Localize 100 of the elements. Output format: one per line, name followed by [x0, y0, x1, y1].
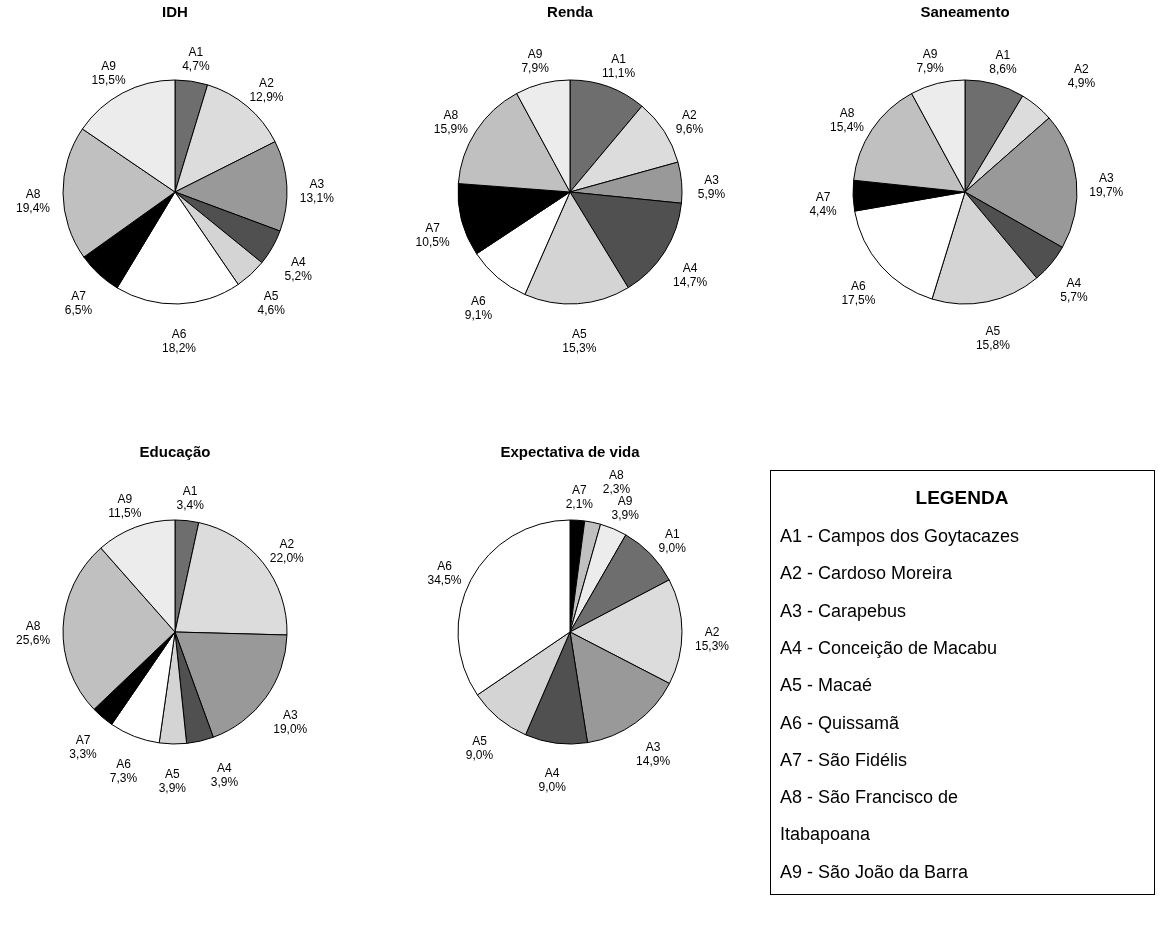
text: A6 - Quissamã	[780, 712, 901, 733]
data-label: 22,0%	[269, 551, 305, 566]
text: A7 - São Fidélis	[780, 749, 908, 770]
text: A5 - Macaé	[780, 675, 873, 696]
slice-label: A1	[664, 526, 680, 541]
data-label: 10,5%	[415, 234, 450, 249]
text: A2 - Cardoso Moreira	[780, 563, 954, 584]
slice-label: A8	[25, 186, 41, 201]
slice-label: A1	[188, 44, 204, 59]
text: A1 - Campos dos Goytacazes	[780, 526, 1020, 547]
text: A9 - São João da Barra	[780, 861, 970, 882]
slice-label: A2	[704, 624, 720, 639]
data-label: 11,5%	[108, 506, 142, 521]
data-label: 4,4%	[809, 203, 838, 218]
slice-label: A5	[472, 734, 488, 749]
text: A8 - São Francisco de	[780, 787, 959, 808]
slice-label: A1	[611, 51, 627, 66]
data-label: 2,1%	[565, 497, 594, 512]
data-label: 9,0%	[465, 748, 494, 763]
data-label: 11,1%	[601, 65, 636, 80]
slice-label: A4	[1066, 276, 1082, 291]
slice-label: A3	[282, 708, 298, 722]
slice-label: A7	[425, 220, 441, 235]
data-label: 14,7%	[673, 274, 708, 289]
slice-label: A8	[25, 618, 41, 633]
data-label: 6,5%	[64, 303, 93, 318]
data-label: 9,1%	[464, 307, 493, 322]
text: Itabapoana	[780, 824, 872, 845]
data-label: 34,5%	[427, 572, 462, 587]
chart-title: IDH	[162, 3, 188, 20]
slice-label: A3	[309, 177, 325, 192]
slice-label: A8	[443, 107, 459, 122]
data-label: 7,3%	[109, 771, 138, 786]
data-label: 15,8%	[975, 338, 1011, 353]
data-label: 17,5%	[841, 292, 876, 307]
slice-label: A6	[437, 558, 453, 573]
slice-label: A9	[117, 492, 133, 507]
slice-label: A6	[851, 278, 867, 293]
slice-label: A2	[1074, 62, 1090, 77]
data-label: 15,3%	[694, 638, 730, 653]
slice-label: A2	[682, 108, 698, 123]
slice-label: A4	[682, 260, 698, 275]
slice-label: A1	[995, 48, 1011, 63]
data-label: 8,6%	[989, 62, 1017, 77]
data-label: 13,1%	[299, 191, 335, 206]
data-label: 15,9%	[433, 121, 469, 136]
data-label: 3,9%	[210, 775, 239, 790]
data-label: 15,4%	[829, 120, 865, 135]
data-label: 3,4%	[176, 497, 205, 512]
slice-label: A5	[572, 326, 588, 341]
data-label: 12,9%	[249, 90, 284, 105]
slice-label: A7	[71, 289, 87, 304]
data-label: 4,9%	[1067, 76, 1096, 91]
data-label: 4,7%	[182, 58, 210, 73]
data-label: 5,9%	[697, 186, 726, 201]
slice-label: A3	[1098, 170, 1114, 185]
slice-label: A7	[572, 483, 588, 498]
slice-label: A8	[609, 468, 625, 483]
slice-label: A6	[471, 293, 487, 308]
data-label: 15,5%	[91, 73, 126, 88]
slice-label: A1	[182, 483, 198, 498]
slice-label: A5	[164, 766, 180, 781]
data-label: 18,2%	[161, 340, 197, 355]
data-label: 5,7%	[1060, 290, 1088, 305]
slice-label: A6	[116, 757, 132, 772]
data-label: 15,3%	[562, 340, 597, 355]
slice-label: A2	[279, 537, 295, 552]
slice-label: A3	[645, 740, 661, 755]
data-label: 3,9%	[611, 508, 640, 523]
slice-label: A8	[839, 106, 855, 121]
text: LEGENDA	[915, 487, 1009, 508]
chart-title: Saneamento	[920, 3, 1010, 20]
slice-label: A9	[101, 59, 117, 74]
data-label: 5,2%	[284, 269, 313, 284]
slice-label: A6	[171, 326, 187, 341]
slice-label: A7	[815, 189, 831, 204]
slice-label: A7	[75, 733, 91, 748]
slice-label: A3	[704, 172, 720, 187]
chart-title: Educação	[139, 443, 211, 460]
slice-label: A4	[217, 761, 233, 776]
data-label: 7,9%	[521, 61, 550, 76]
data-label: 9,0%	[658, 540, 687, 555]
chart-title: Renda	[547, 3, 594, 20]
slice-label: A4	[544, 765, 560, 780]
data-label: 3,3%	[69, 747, 98, 762]
slice-label: A4	[290, 255, 306, 270]
data-label: 14,9%	[636, 754, 671, 769]
slice-label: A9	[617, 494, 633, 509]
text: A3 - Carapebus	[780, 600, 907, 621]
slice-label: A5	[985, 324, 1001, 339]
data-label: 19,0%	[273, 722, 308, 736]
text: A4 - Conceição de Macabu	[780, 637, 998, 658]
data-label: 19,7%	[1089, 184, 1124, 199]
slice-label: A2	[259, 76, 275, 91]
data-label: 9,6%	[675, 122, 704, 137]
slice-label: A5	[263, 289, 279, 304]
data-label: 3,9%	[158, 780, 187, 795]
chart-title: Expectativa de vida	[500, 443, 641, 460]
data-label: 9,0%	[538, 779, 567, 794]
data-label: 2,3%	[602, 482, 631, 497]
